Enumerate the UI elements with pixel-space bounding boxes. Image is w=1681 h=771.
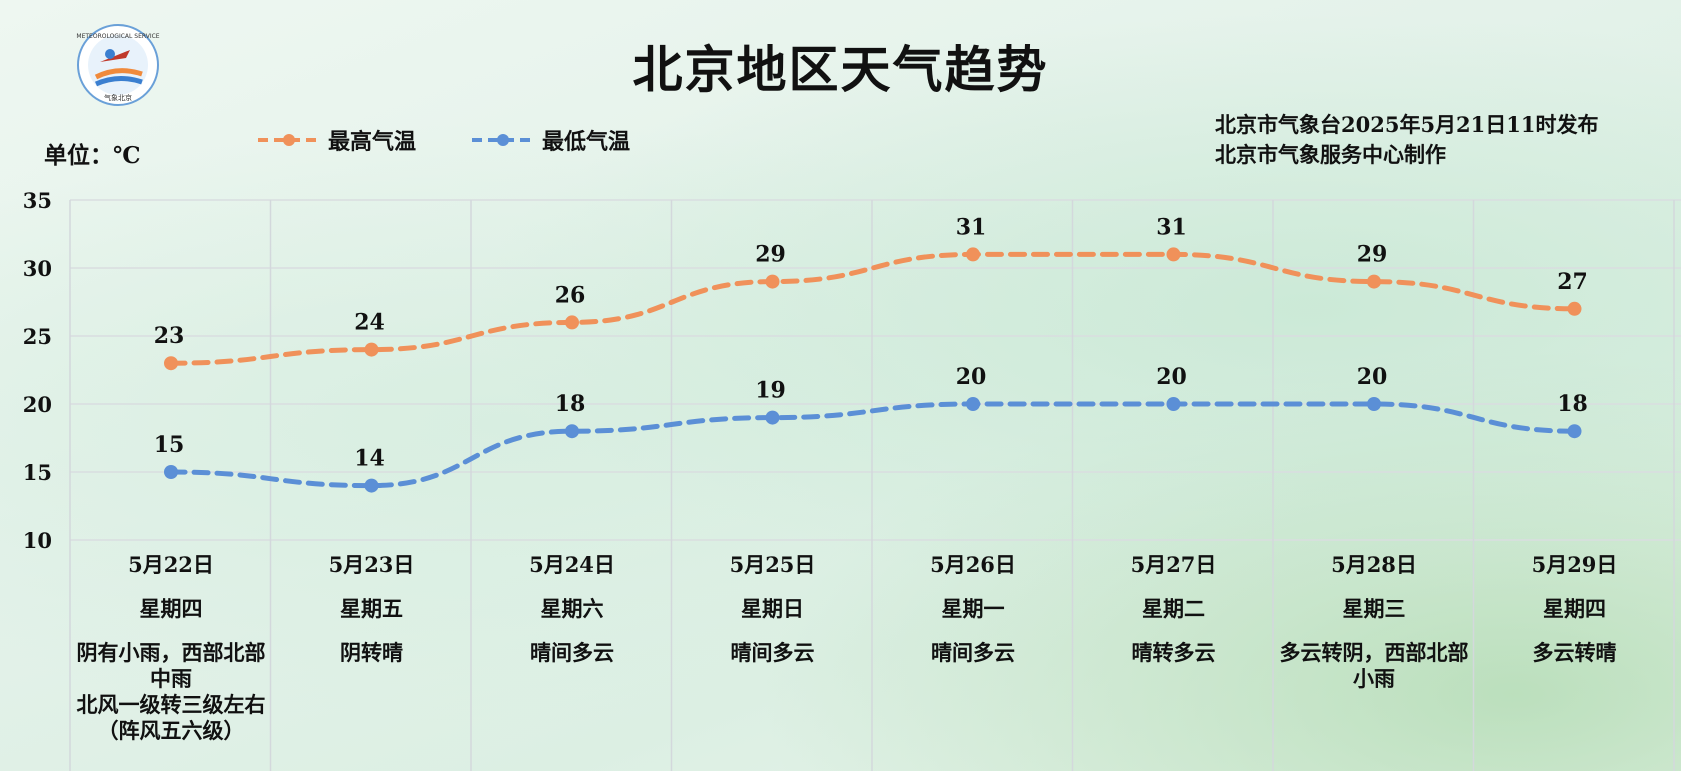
high-temp-point xyxy=(966,247,980,262)
low-temp-point xyxy=(765,410,780,425)
high-temp-label: 24 xyxy=(354,310,385,336)
day-date: 5月28日 xyxy=(1331,552,1417,577)
high-temp-label: 31 xyxy=(1156,214,1187,240)
high-temp-label: 26 xyxy=(555,282,586,308)
day-weekday: 星期四 xyxy=(139,596,203,621)
high-temp-point xyxy=(565,315,579,330)
day-condition: 晴间多云 xyxy=(730,640,815,665)
meteorological-service-logo: METEOROLOGICAL SERVICE 气象北京 xyxy=(70,22,166,108)
day-column: 5月22日星期四阴有小雨，西部北部中雨 北风一级转三级左右（阵风五六级） xyxy=(71,552,271,744)
low-temp-point xyxy=(1567,424,1582,439)
legend-high-line-icon xyxy=(258,134,320,146)
high-temp-point xyxy=(765,274,780,289)
day-condition: 晴间多云 xyxy=(931,640,1015,665)
legend-low-label: 最低气温 xyxy=(542,129,631,155)
low-temp-label: 20 xyxy=(956,364,987,390)
day-column: 5月25日星期日晴间多云 xyxy=(673,552,873,666)
legend-high-label: 最高气温 xyxy=(328,129,417,155)
day-weekday: 星期五 xyxy=(340,596,403,621)
day-date: 5月23日 xyxy=(328,552,415,577)
day-weekday: 星期二 xyxy=(1142,596,1205,621)
logo-ring-text: METEOROLOGICAL SERVICE xyxy=(76,33,159,40)
day-condition: 晴转多云 xyxy=(1131,640,1216,665)
low-temp-label: 20 xyxy=(1156,364,1187,390)
low-temp-point xyxy=(1166,397,1181,411)
issuer-info: 北京市气象台2025年5月21日11时发布 北京市气象服务中心制作 xyxy=(1215,110,1599,170)
day-column: 5月26日星期一晴间多云 xyxy=(873,552,1073,666)
day-condition: 晴间多云 xyxy=(530,640,614,665)
day-column: 5月27日星期二晴转多云 xyxy=(1074,552,1274,666)
low-temp-label: 18 xyxy=(1557,391,1588,417)
low-temp-point xyxy=(1367,397,1381,411)
y-tick-label: 30 xyxy=(23,256,52,281)
low-temp-point xyxy=(364,478,379,493)
y-tick-label: 10 xyxy=(23,528,52,553)
page-title: 北京地区天气趋势 xyxy=(632,41,1049,99)
day-weekday: 星期六 xyxy=(540,596,604,621)
issuer-line-2: 北京市气象服务中心制作 xyxy=(1215,142,1446,167)
high-temp-point xyxy=(1567,301,1582,316)
high-temp-point xyxy=(1166,247,1181,262)
logo-bottom-text: 气象北京 xyxy=(104,93,132,102)
day-date: 5月27日 xyxy=(1130,552,1217,577)
y-tick-label: 25 xyxy=(23,324,52,349)
day-date: 5月22日 xyxy=(128,552,214,577)
day-date: 5月25日 xyxy=(729,552,816,577)
day-condition: 多云转阴，西部北部小雨 xyxy=(1279,640,1469,691)
high-temp-label: 29 xyxy=(1357,242,1388,268)
day-column: 5月24日星期六晴间多云 xyxy=(472,552,672,666)
y-tick-label: 20 xyxy=(23,392,52,417)
legend-low-line-icon xyxy=(472,134,534,146)
day-condition: 阴有小雨，西部北部中雨 xyxy=(76,640,266,691)
day-column: 5月29日星期四多云转晴 xyxy=(1475,552,1675,666)
high-temp-label: 31 xyxy=(956,214,987,240)
y-tick-label: 15 xyxy=(23,460,52,485)
day-condition: 多云转晴 xyxy=(1532,640,1617,665)
unit-label: 单位：℃ xyxy=(44,142,141,169)
high-temp-label: 23 xyxy=(154,323,185,349)
low-temp-label: 19 xyxy=(755,378,786,404)
day-date: 5月29日 xyxy=(1531,552,1618,577)
high-temp-line xyxy=(168,251,1577,366)
high-temp-point xyxy=(1367,274,1381,289)
low-temp-line xyxy=(168,401,1577,489)
legend-low: 最低气温 xyxy=(470,124,630,156)
day-weekday: 星期三 xyxy=(1342,596,1406,621)
day-wind: 北风一级转三级左右（阵风五六级） xyxy=(76,692,266,743)
low-temp-label: 14 xyxy=(354,446,385,472)
day-condition: 阴转晴 xyxy=(340,640,403,665)
day-date: 5月24日 xyxy=(529,552,615,577)
legend-high: 最高气温 xyxy=(256,124,416,156)
issuer-line-1: 北京市气象台2025年5月21日11时发布 xyxy=(1215,112,1599,137)
high-temp-label: 27 xyxy=(1557,269,1588,295)
low-temp-label: 18 xyxy=(555,391,586,417)
low-temp-label: 15 xyxy=(154,432,185,458)
low-temp-point xyxy=(565,424,579,439)
day-weekday: 星期四 xyxy=(1543,596,1606,621)
high-temp-point xyxy=(364,342,379,357)
low-temp-label: 20 xyxy=(1357,364,1388,390)
day-weekday: 星期日 xyxy=(741,596,804,621)
low-temp-point xyxy=(164,465,178,479)
day-weekday: 星期一 xyxy=(941,596,1005,621)
day-column: 5月23日星期五阴转晴 xyxy=(272,552,472,666)
high-temp-label: 29 xyxy=(755,242,786,268)
day-column: 5月28日星期三多云转阴，西部北部小雨 xyxy=(1274,552,1474,692)
high-temp-point xyxy=(164,356,178,371)
y-tick-label: 35 xyxy=(23,188,52,213)
day-date: 5月26日 xyxy=(930,552,1016,577)
low-temp-point xyxy=(966,397,980,411)
